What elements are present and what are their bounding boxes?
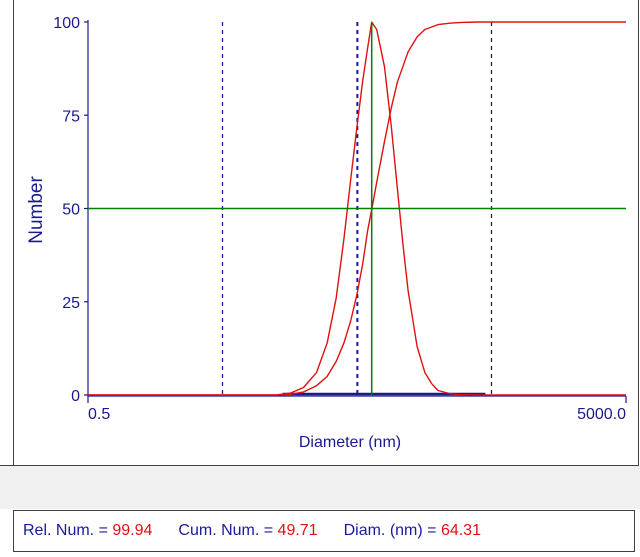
x-tick-label-max: 5000.0 xyxy=(577,406,626,423)
size-distribution-chart: 0 25 50 75 100 0.5 5000.0 Number Diameter (nm) xyxy=(0,0,638,465)
diam-value: 64.31 xyxy=(441,522,481,540)
x-axis-title: Diameter (nm) xyxy=(299,434,401,451)
x-tick-label-min: 0.5 xyxy=(88,406,110,423)
y-tick-label: 0 xyxy=(71,388,80,405)
diam-label: Diam. (nm) = xyxy=(344,522,441,540)
y-axis-title: Number xyxy=(26,176,47,244)
rel-num-value: 99.94 xyxy=(112,522,152,540)
cum-num-value: 49.71 xyxy=(278,522,318,540)
cursor-readout-bar: Rel. Num. = 99.94 Cum. Num. = 49.71 Diam… xyxy=(13,510,635,552)
cum-num-readout: Cum. Num. = 49.71 xyxy=(178,522,317,540)
chart-panel: 0 25 50 75 100 0.5 5000.0 Number Diameter (nm) xyxy=(0,0,639,466)
rel-num-readout: Rel. Num. = 99.94 xyxy=(23,522,152,540)
diam-readout: Diam. (nm) = 64.31 xyxy=(344,522,481,540)
y-tick-label: 25 xyxy=(62,295,80,312)
rel-num-label: Rel. Num. = xyxy=(23,522,112,540)
y-tick-label: 75 xyxy=(62,108,80,125)
y-tick-label: 50 xyxy=(62,202,80,219)
cum-num-label: Cum. Num. = xyxy=(178,522,277,540)
panel-gap xyxy=(0,466,640,509)
y-tick-label: 100 xyxy=(53,15,80,32)
